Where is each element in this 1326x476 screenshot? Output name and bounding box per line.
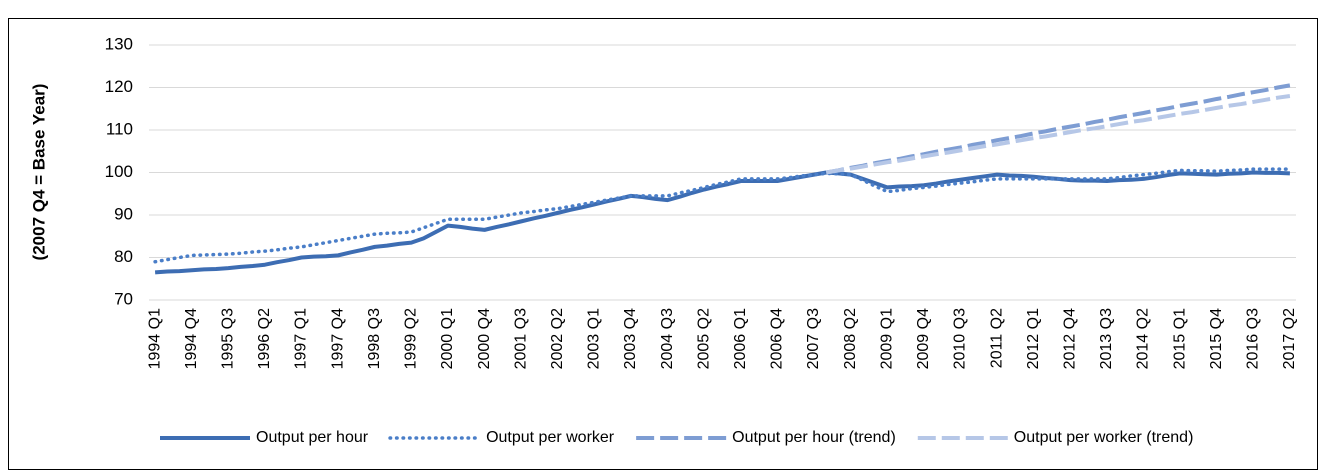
legend-label: Output per worker [486,429,615,446]
x-tick-label: 2002 Q2 [549,308,566,369]
x-tick-label: 2003 Q1 [586,308,603,369]
y-tick-label: 110 [106,119,133,138]
y-tick-label: 120 [105,77,133,96]
x-tick-label: 2012 Q4 [1061,308,1078,369]
x-tick-label: 2014 Q2 [1135,308,1152,369]
x-tick-label: 2000 Q4 [476,308,493,369]
x-tick-label: 2015 Q1 [1171,308,1188,369]
y-tick-label: 100 [105,162,133,181]
x-tick-label: 1994 Q4 [183,308,200,369]
legend-label: Output per hour [256,429,369,446]
x-tick-label: 2006 Q4 [769,308,786,369]
x-tick-label: 1998 Q3 [366,308,383,369]
x-tick-label: 1994 Q1 [146,308,163,369]
y-tick-label: 90 [114,204,133,223]
series-line [154,170,1290,275]
legend-label: Output per hour (trend) [732,429,896,446]
series-line [153,167,1292,264]
x-tick-label: 2007 Q3 [805,308,822,369]
x-tick-label: 2000 Q1 [439,308,456,369]
x-tick-label: 2009 Q1 [878,308,895,369]
y-tick-label: 130 [105,34,133,53]
y-axis-title: (2007 Q4 = Base Year) [29,84,48,261]
x-tick-label: 2011 Q2 [988,308,1005,368]
y-tick-label: 80 [114,247,133,266]
legend-label: Output per worker (trend) [1014,429,1194,446]
x-tick-label: 2015 Q4 [1208,308,1225,369]
x-tick-label: 1997 Q1 [293,308,310,369]
x-tick-label: 2016 Q3 [1245,308,1262,369]
y-tick-label: 70 [114,289,133,308]
series-line [825,94,1291,175]
x-tick-label: 2012 Q1 [1025,308,1042,369]
x-tick-label: 1999 Q2 [403,308,420,369]
x-tick-label: 2003 Q4 [622,308,639,369]
x-tick-label: 2004 Q3 [659,308,676,369]
x-tick-label: 2006 Q1 [732,308,749,369]
x-tick-label: 2013 Q3 [1098,308,1115,369]
x-tick-label: 2017 Q2 [1281,308,1298,369]
x-tick-label: 2008 Q2 [842,308,859,369]
x-tick-label: 2005 Q2 [695,308,712,369]
x-tick-label: 1996 Q2 [256,308,273,369]
chart-frame [8,18,1318,470]
x-tick-label: 2009 Q4 [915,308,932,369]
x-tick-label: 1995 Q3 [220,308,237,369]
x-tick-label: 2010 Q3 [952,308,969,369]
x-tick-label: 2001 Q3 [512,308,529,369]
x-tick-label: 1997 Q4 [329,308,346,369]
